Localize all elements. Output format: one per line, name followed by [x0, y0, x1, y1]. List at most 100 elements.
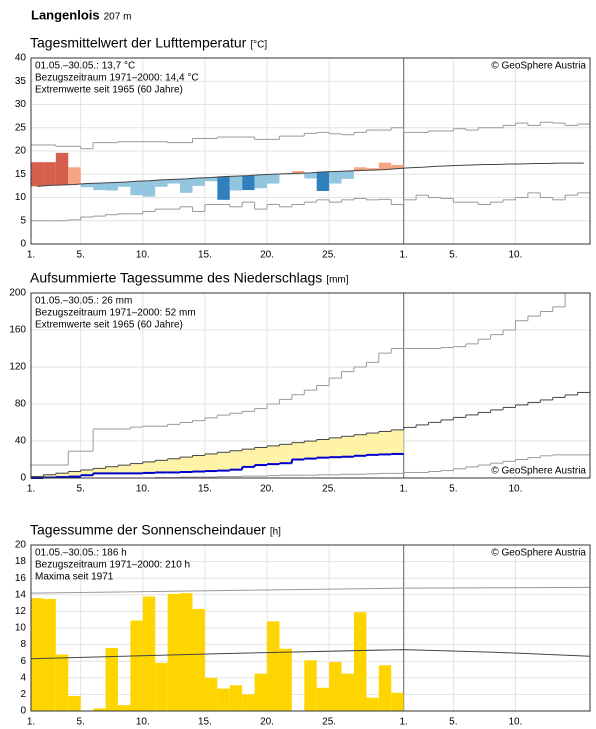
credit: © GeoSphere Austria	[491, 466, 586, 477]
x-tick-label: 10.	[136, 717, 150, 728]
y-tick-label: 6	[20, 656, 26, 667]
bar	[130, 181, 143, 196]
y-tick-label: 35	[15, 76, 27, 87]
area-band	[304, 441, 317, 459]
bar	[353, 612, 367, 711]
bar	[291, 170, 305, 174]
area-band	[378, 431, 392, 455]
y-tick-label: 4	[20, 672, 26, 683]
x-tick-label: 5.	[77, 250, 85, 261]
y-tick-label: 40	[15, 436, 27, 447]
bar	[391, 164, 404, 169]
y-tick-label: 2	[20, 689, 26, 700]
bar	[316, 687, 330, 711]
bar	[366, 168, 379, 171]
chart-unit: [h]	[270, 527, 281, 538]
x-tick-label: 5.	[449, 484, 457, 495]
x-tick-label: 1.	[399, 250, 407, 261]
y-tick-label: 160	[9, 325, 26, 336]
bar	[192, 177, 205, 186]
note: 01.05.–30.05.: 186 h	[35, 548, 127, 559]
y-tick-label: 18	[15, 556, 27, 567]
credit: © GeoSphere Austria	[491, 61, 586, 72]
area-band	[329, 437, 342, 458]
bar	[341, 673, 354, 711]
plot-border	[30, 292, 591, 479]
bar	[279, 648, 292, 711]
area-band	[204, 453, 218, 472]
bar	[304, 172, 317, 179]
bar	[105, 647, 118, 711]
plot-border	[30, 544, 591, 712]
bar	[217, 688, 230, 711]
x-tick-label: 15.	[198, 717, 212, 728]
station-name: Langenlois	[31, 7, 100, 22]
bar	[378, 665, 392, 711]
bar	[304, 660, 317, 711]
x-tick-label: 1.	[27, 250, 35, 261]
y-tick-label: 10	[15, 623, 27, 634]
note: Maxima seit 1971	[35, 572, 114, 583]
bar	[329, 662, 342, 711]
y-tick-label: 200	[9, 288, 26, 299]
plot-border	[30, 57, 591, 245]
x-tick-label: 25.	[322, 484, 336, 495]
y-tick-label: 15	[15, 169, 27, 180]
area-band	[55, 473, 69, 478]
area-band	[229, 450, 243, 470]
y-tick-label: 8	[20, 639, 26, 650]
bar	[366, 697, 379, 711]
bar	[93, 708, 106, 711]
area-band	[366, 433, 379, 455]
note: 01.05.–30.05.: 26 mm	[35, 296, 132, 307]
bar	[55, 654, 69, 711]
bar	[254, 174, 268, 189]
chart-title: Aufsummierte Tagessumme des Niederschlag…	[30, 270, 322, 286]
x-tick-label: 5.	[77, 484, 85, 495]
x-tick-label: 25.	[322, 717, 336, 728]
x-tick-label: 10.	[509, 484, 523, 495]
area-band	[155, 460, 168, 473]
x-tick-label: 10.	[136, 484, 150, 495]
note: Extremwerte seit 1965 (60 Jahre)	[35, 320, 183, 331]
bar	[142, 596, 156, 711]
bar	[391, 692, 404, 711]
area-band	[142, 461, 156, 473]
bar	[55, 152, 69, 185]
x-tick-label: 20.	[260, 717, 274, 728]
y-tick-label: 12	[15, 606, 27, 617]
y-tick-label: 40	[15, 53, 27, 64]
bar	[204, 177, 218, 182]
area-band	[130, 463, 143, 474]
chart-title: Tagessumme der Sonnenscheindauer	[30, 522, 266, 538]
y-tick-label: 0	[20, 239, 26, 250]
x-tick-label: 1.	[399, 717, 407, 728]
area-band	[341, 436, 354, 457]
note: Bezugszeitraum 1971–2000: 14,4 °C	[35, 73, 199, 84]
area-band	[68, 471, 81, 477]
note: Extremwerte seit 1965 (60 Jahre)	[35, 85, 183, 96]
bar	[242, 175, 255, 191]
x-tick-label: 10.	[509, 250, 523, 261]
area-band	[353, 434, 367, 456]
bar	[180, 593, 193, 711]
bar	[353, 167, 367, 171]
x-tick-label: 20.	[260, 484, 274, 495]
area-band	[43, 474, 56, 478]
bar	[254, 673, 268, 711]
x-tick-label: 15.	[198, 250, 212, 261]
bar	[229, 176, 243, 191]
bar	[68, 167, 81, 185]
bar	[43, 162, 56, 186]
bar	[242, 694, 255, 711]
bar	[217, 176, 230, 200]
bar	[155, 662, 168, 711]
y-tick-label: 14	[15, 589, 27, 600]
area-band	[316, 439, 330, 458]
bar	[142, 180, 156, 197]
y-tick-label: 120	[9, 362, 26, 373]
area-band	[391, 429, 404, 454]
bar	[180, 178, 193, 193]
